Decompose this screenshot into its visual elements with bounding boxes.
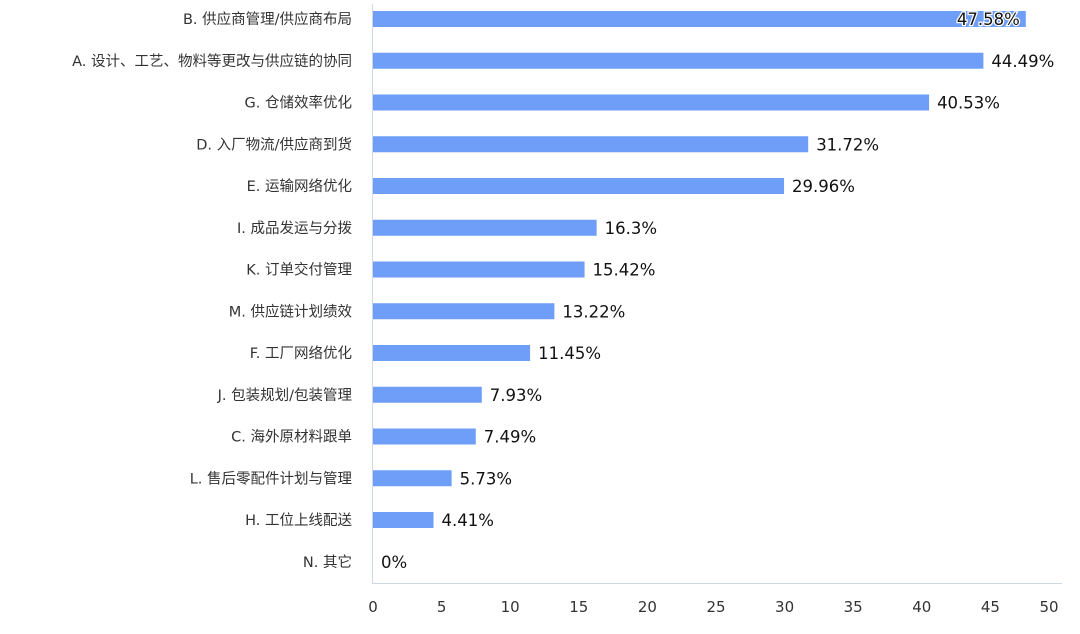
- value-label: 4.41%: [442, 511, 494, 530]
- bar: [373, 261, 585, 278]
- category-label: A. 设计、工艺、物料等更改与供应链的协同: [72, 52, 352, 70]
- bar: [373, 178, 785, 194]
- x-tick-label: 45: [981, 598, 1000, 616]
- x-tick-label: 0: [368, 598, 378, 616]
- value-label: 13.22%: [562, 302, 625, 321]
- bar: [373, 386, 482, 403]
- bar: [373, 345, 531, 361]
- value-label: 31.72%: [816, 135, 879, 154]
- category-label: B. 供应商管理/供应商布局: [183, 10, 352, 28]
- category-label: J. 包装规划/包装管理: [217, 387, 353, 404]
- category-label: C. 海外原材料跟单: [231, 429, 352, 446]
- category-label: G. 仓储效率优化: [245, 95, 352, 112]
- bar: [373, 52, 984, 69]
- value-label: 0%: [381, 553, 407, 572]
- bar: [373, 219, 597, 236]
- x-tick-label: 10: [501, 598, 520, 616]
- x-tick-label: 40: [912, 598, 931, 616]
- category-label: N. 其它: [303, 553, 352, 571]
- value-label: 29.96%: [792, 177, 855, 196]
- value-label: 11.45%: [538, 344, 601, 363]
- value-label: 47.58%: [957, 10, 1020, 29]
- x-tick-label: 30: [775, 598, 794, 616]
- x-tick-label: 50: [1039, 598, 1058, 616]
- bar: [373, 94, 930, 111]
- category-label: D. 入厂物流/供应商到货: [196, 135, 352, 153]
- bar: [373, 303, 555, 320]
- bar: [373, 470, 452, 487]
- x-tick-label: 25: [706, 598, 725, 616]
- category-label: H. 工位上线配送: [245, 512, 352, 529]
- value-label: 40.53%: [937, 94, 1000, 113]
- value-label: 44.49%: [991, 52, 1054, 71]
- category-label: L. 售后零配件计划与管理: [190, 470, 353, 487]
- x-tick-label: 20: [638, 598, 657, 616]
- value-label: 7.93%: [490, 386, 542, 405]
- value-label: 7.49%: [484, 428, 536, 447]
- x-tick-label: 5: [437, 598, 447, 616]
- x-tick-label: 35: [844, 598, 863, 616]
- category-label: K. 订单交付管理: [246, 261, 352, 279]
- category-label: M. 供应链计划绩效: [229, 302, 353, 320]
- bar: [373, 136, 809, 153]
- category-label: F. 工厂网络优化: [250, 345, 352, 362]
- value-label: 16.3%: [605, 219, 657, 238]
- bar: [373, 428, 476, 445]
- bar: [373, 11, 1026, 27]
- value-label: 15.42%: [593, 261, 656, 280]
- category-label: I. 成品发运与分拨: [237, 220, 352, 237]
- bar: [373, 512, 434, 528]
- x-tick-label: 15: [569, 598, 588, 616]
- value-label: 5.73%: [460, 469, 512, 488]
- category-label: E. 运输网络优化: [247, 178, 352, 195]
